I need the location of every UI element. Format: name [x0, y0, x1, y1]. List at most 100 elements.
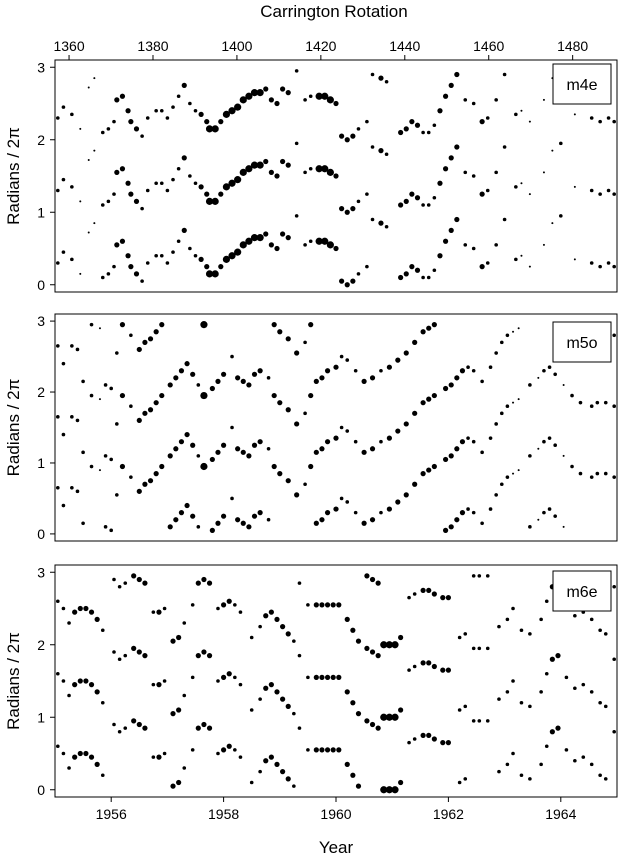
data-point [345, 358, 350, 362]
data-point [485, 574, 490, 578]
legend-label: m4e [566, 77, 597, 94]
data-point [589, 475, 594, 479]
data-point [162, 606, 167, 611]
data-point [442, 456, 449, 463]
data-point [553, 372, 557, 377]
plot-frame [54, 59, 618, 293]
data-point [547, 436, 552, 440]
data-point [339, 354, 344, 359]
data-point [211, 197, 219, 205]
data-point [512, 330, 515, 333]
data-point [553, 443, 557, 448]
data-point [573, 113, 576, 116]
y-tick-label: 1 [37, 709, 45, 725]
data-point [356, 199, 361, 204]
data-point [426, 467, 432, 473]
data-point [206, 653, 213, 659]
data-point [154, 181, 158, 186]
y-tick-label: 1 [37, 455, 45, 471]
data-point [319, 517, 325, 523]
data-point [326, 241, 334, 249]
data-point [403, 350, 409, 356]
data-point [426, 732, 432, 738]
data-point [380, 786, 388, 794]
data-point [520, 182, 523, 185]
data-point [421, 275, 425, 280]
bottom-x-tick-label: 1962 [433, 806, 464, 822]
data-point [511, 679, 515, 683]
data-point [336, 747, 342, 753]
data-point [326, 96, 334, 104]
data-point [234, 103, 242, 111]
data-point [420, 732, 426, 738]
data-point [364, 573, 370, 579]
data-point [103, 525, 108, 529]
data-point [114, 169, 120, 175]
data-point [171, 105, 175, 109]
data-point [330, 674, 336, 680]
data-point [178, 439, 185, 445]
data-point [98, 469, 101, 472]
data-point [88, 682, 95, 688]
data-point [385, 786, 393, 794]
data-point [502, 217, 507, 222]
data-point [512, 401, 515, 404]
data-point [61, 105, 66, 109]
panel-m5o: 0 1 2 3 Radians / 2π m5o [4, 313, 618, 542]
data-point [216, 679, 220, 683]
data-point [445, 595, 451, 601]
data-point [308, 463, 314, 470]
data-point [315, 237, 323, 245]
data-point [365, 119, 369, 124]
data-point [445, 740, 451, 746]
data-point [505, 475, 510, 479]
data-point [235, 517, 241, 523]
data-point [395, 428, 401, 434]
data-point [263, 158, 269, 165]
data-point [463, 632, 468, 636]
data-point [480, 379, 484, 384]
data-point [386, 506, 392, 512]
data-point [222, 183, 231, 191]
data-point [245, 237, 253, 245]
data-point [505, 690, 510, 694]
data-point [448, 453, 454, 459]
data-point [595, 471, 600, 476]
data-point [364, 718, 370, 724]
data-point [303, 170, 307, 175]
data-point [528, 704, 532, 709]
data-point [112, 192, 116, 196]
data-point [159, 392, 165, 399]
data-point [88, 609, 95, 615]
data-point [195, 725, 201, 731]
data-point [485, 719, 490, 723]
data-point [165, 188, 170, 193]
data-point [479, 191, 485, 197]
data-point [297, 581, 302, 585]
data-point [131, 645, 137, 651]
data-point [209, 527, 215, 533]
data-point [384, 152, 389, 157]
data-point [204, 191, 210, 197]
data-point [589, 188, 594, 193]
data-point [603, 632, 608, 636]
data-point [324, 747, 331, 753]
data-point [432, 268, 437, 273]
data-point [442, 166, 449, 172]
data-point [471, 719, 476, 723]
data-point [274, 689, 280, 695]
data-point [471, 439, 476, 444]
data-point [159, 253, 164, 258]
data-point [505, 617, 510, 622]
data-point [190, 748, 195, 752]
data-point [106, 199, 111, 204]
data-point [479, 264, 485, 270]
data-point [285, 407, 291, 413]
data-point [204, 264, 210, 270]
data-point [131, 573, 137, 579]
data-point [277, 400, 283, 406]
data-point [176, 634, 182, 641]
data-point [321, 165, 329, 173]
bottom-axis-label: Year [319, 838, 354, 857]
data-point [344, 282, 350, 288]
